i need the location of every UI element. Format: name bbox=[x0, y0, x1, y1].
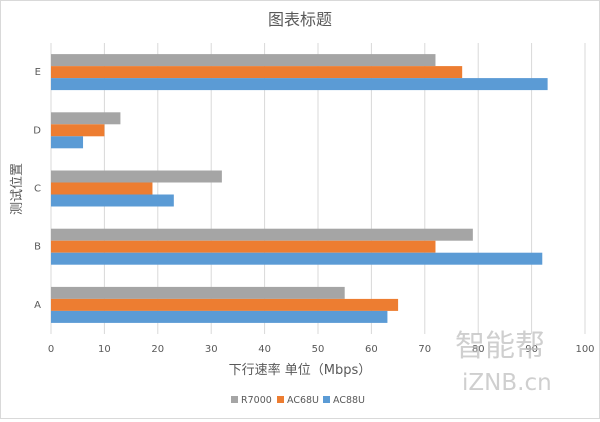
x-tick-label-10: 10 bbox=[98, 344, 111, 355]
legend-label-AC68U: AC68U bbox=[287, 395, 319, 406]
bar-AC68U-E bbox=[51, 66, 463, 79]
chart-title: 图表标题 bbox=[268, 10, 332, 29]
x-tick-label-70: 70 bbox=[418, 344, 431, 355]
bar-R7000-D bbox=[51, 112, 121, 125]
bar-AC68U-A bbox=[51, 298, 399, 311]
legend-swatch-R7000 bbox=[231, 396, 238, 403]
bar-AC68U-C bbox=[51, 182, 153, 195]
x-axis-title: 下行速率 单位（Mbps） bbox=[229, 362, 372, 378]
y-tick-label-E: E bbox=[35, 67, 41, 78]
y-axis-ticks: A B C D E bbox=[33, 67, 41, 311]
bar-AC88U-E bbox=[51, 78, 548, 91]
bar-AC88U-C bbox=[51, 194, 174, 207]
x-tick-label-60: 60 bbox=[365, 344, 378, 355]
x-tick-label-0: 0 bbox=[48, 344, 54, 355]
legend: R7000 AC68U AC88U bbox=[231, 395, 365, 406]
bar-AC68U-D bbox=[51, 124, 105, 137]
bar-AC88U-A bbox=[51, 310, 388, 323]
bar-AC68U-B bbox=[51, 240, 436, 253]
y-axis-title: 测试位置 bbox=[10, 163, 25, 215]
bar-R7000-A bbox=[51, 286, 345, 299]
x-tick-label-100: 100 bbox=[575, 344, 594, 355]
legend-swatch-AC68U bbox=[277, 396, 284, 403]
y-tick-label-C: C bbox=[34, 184, 41, 195]
x-tick-label-40: 40 bbox=[258, 344, 271, 355]
bar-AC88U-B bbox=[51, 252, 543, 265]
watermark-logo: 智能帮 iZNB.cn bbox=[455, 329, 552, 396]
y-tick-label-B: B bbox=[34, 242, 41, 253]
x-tick-label-30: 30 bbox=[205, 344, 218, 355]
bars bbox=[51, 54, 548, 323]
y-tick-label-A: A bbox=[34, 300, 41, 311]
x-tick-label-80: 80 bbox=[472, 344, 485, 355]
bar-R7000-C bbox=[51, 170, 222, 183]
y-tick-label-D: D bbox=[33, 125, 41, 136]
bar-R7000-E bbox=[51, 54, 436, 67]
legend-swatch-AC88U bbox=[323, 396, 330, 403]
bar-AC88U-D bbox=[51, 136, 84, 149]
legend-label-AC88U: AC88U bbox=[333, 395, 365, 406]
x-tick-label-90: 90 bbox=[525, 344, 538, 355]
watermark-site: iZNB.cn bbox=[462, 370, 552, 396]
bar-R7000-B bbox=[51, 228, 473, 241]
watermark-title: 智能帮 bbox=[455, 329, 545, 364]
x-axis-ticks: 0 10 20 30 40 50 60 70 80 90 100 bbox=[48, 344, 595, 355]
x-tick-label-20: 20 bbox=[151, 344, 164, 355]
legend-label-R7000: R7000 bbox=[241, 395, 272, 406]
x-tick-label-50: 50 bbox=[312, 344, 325, 355]
grid-lines bbox=[50, 43, 586, 334]
